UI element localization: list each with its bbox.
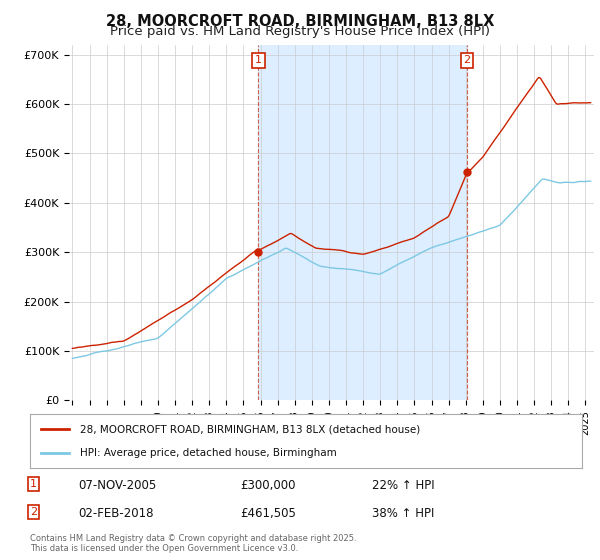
Text: £461,505: £461,505 [240,507,296,520]
Text: Price paid vs. HM Land Registry's House Price Index (HPI): Price paid vs. HM Land Registry's House … [110,25,490,38]
Text: 1: 1 [255,55,262,66]
Text: Contains HM Land Registry data © Crown copyright and database right 2025.
This d: Contains HM Land Registry data © Crown c… [30,534,356,553]
Text: 07-NOV-2005: 07-NOV-2005 [78,479,156,492]
Text: 28, MOORCROFT ROAD, BIRMINGHAM, B13 8LX (detached house): 28, MOORCROFT ROAD, BIRMINGHAM, B13 8LX … [80,424,420,435]
Text: 2: 2 [464,55,470,66]
Text: HPI: Average price, detached house, Birmingham: HPI: Average price, detached house, Birm… [80,447,337,458]
Text: £300,000: £300,000 [240,479,296,492]
Text: 02-FEB-2018: 02-FEB-2018 [78,507,154,520]
Text: 1: 1 [30,479,37,489]
Text: 22% ↑ HPI: 22% ↑ HPI [372,479,434,492]
Bar [259,45,467,400]
Text: 38% ↑ HPI: 38% ↑ HPI [372,507,434,520]
Text: 28, MOORCROFT ROAD, BIRMINGHAM, B13 8LX: 28, MOORCROFT ROAD, BIRMINGHAM, B13 8LX [106,14,494,29]
Text: 2: 2 [30,507,37,517]
